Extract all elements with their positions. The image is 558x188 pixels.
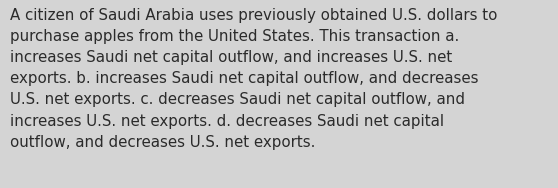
Text: A citizen of Saudi Arabia uses previously obtained U.S. dollars to
purchase appl: A citizen of Saudi Arabia uses previousl… [10,8,497,150]
